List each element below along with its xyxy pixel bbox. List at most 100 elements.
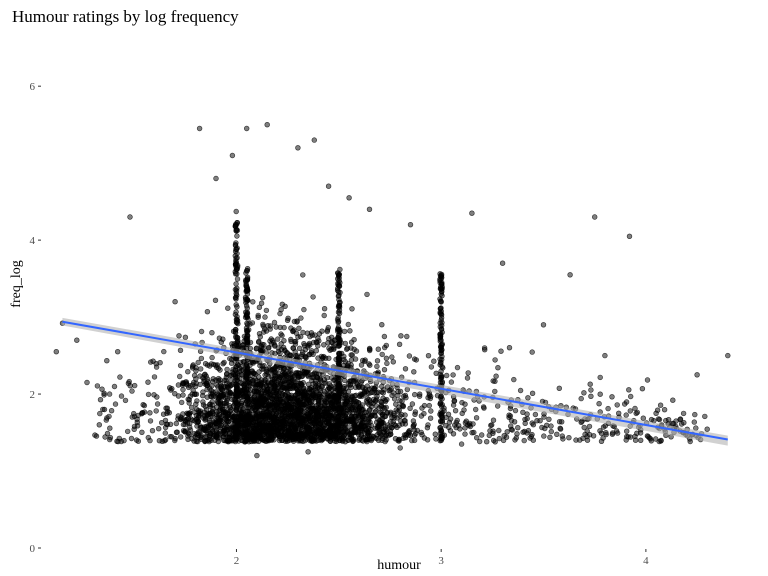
data-point [99,386,105,392]
data-point [496,435,502,442]
data-point [417,391,423,397]
data-point [640,415,646,421]
data-point [396,436,402,443]
data-point [84,379,90,386]
x-axis-title: humour [377,558,421,573]
data-point [459,410,465,417]
data-point [173,429,180,435]
data-point [437,338,443,344]
data-point [374,425,380,431]
data-point [225,305,231,311]
data-point [209,354,215,361]
y-tick-label: 2 [30,389,36,401]
data-point [542,425,548,432]
data-point [243,415,249,421]
data-point [462,431,468,437]
data-point [291,327,297,333]
data-point [598,438,605,444]
data-point [677,416,684,422]
data-point [220,406,226,412]
data-point [352,423,358,429]
data-point [256,304,263,310]
data-point [557,426,564,432]
data-point [204,412,211,418]
data-point [298,315,304,321]
data-point [492,378,498,384]
data-point [153,361,159,367]
data-point [185,415,191,422]
data-point [653,410,659,416]
data-point [257,334,263,340]
data-point [286,429,292,436]
data-point [301,343,308,349]
data-point [323,380,329,386]
x-tick-label: 2 [234,555,240,567]
data-point [323,399,329,405]
data-point [581,390,587,396]
data-point [169,434,175,440]
data-point [407,405,413,411]
data-point [111,383,118,390]
data-point [233,383,240,389]
data-point [314,375,321,381]
data-point [282,347,288,353]
data-point [233,246,240,252]
data-point [648,438,654,444]
data-point [439,419,446,425]
data-point [271,369,277,375]
data-point [331,346,337,352]
data-point [345,393,351,399]
data-point [525,395,531,401]
data-point [299,424,306,430]
data-point [384,410,390,416]
data-point [240,382,247,388]
data-point [438,281,445,287]
data-point [438,376,444,383]
data-point [290,345,297,352]
data-point [432,431,438,437]
data-point [609,431,616,437]
data-point [262,314,268,320]
data-point [702,413,708,420]
data-point [381,367,388,373]
data-point [147,410,153,416]
data-point [227,373,233,379]
data-point [162,437,169,443]
data-point [364,383,370,389]
data-point [294,353,300,359]
data-point [521,437,527,444]
data-point [379,383,385,390]
data-point [437,333,444,339]
data-point [375,346,381,352]
data-point [215,423,221,429]
data-point [348,352,354,358]
data-point [530,422,537,428]
data-point [623,412,629,418]
data-point [446,419,453,425]
data-point [234,285,240,291]
data-point [342,340,348,347]
data-point [384,396,390,403]
data-point [670,397,676,403]
data-point [591,214,598,220]
data-point [258,300,265,306]
data-point [342,424,348,430]
data-point [360,419,366,426]
data-point [356,437,362,443]
data-point [272,432,278,439]
data-point [324,394,330,401]
data-point [337,289,343,296]
data-point [295,145,301,151]
data-point [326,355,332,361]
data-point [426,402,432,409]
data-point [512,407,519,414]
data-point [389,414,395,420]
data-point [578,395,584,402]
data-point [245,408,251,414]
data-point [244,125,250,132]
data-point [187,424,193,430]
data-point [279,432,285,438]
data-point [232,326,239,333]
data-point [680,410,687,417]
data-point [343,411,349,417]
